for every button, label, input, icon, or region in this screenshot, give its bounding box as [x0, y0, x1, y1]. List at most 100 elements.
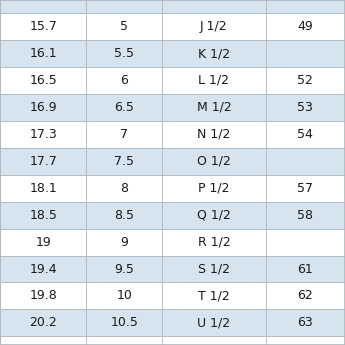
Text: 19.4: 19.4 — [29, 263, 57, 276]
Bar — [266, 0, 345, 13]
Bar — [86, 94, 162, 121]
Bar — [86, 309, 162, 336]
Bar — [162, 67, 266, 94]
Bar — [162, 13, 266, 40]
Text: R 1/2: R 1/2 — [198, 236, 230, 249]
Bar — [86, 283, 162, 309]
Text: 6: 6 — [120, 74, 128, 87]
Text: 5.5: 5.5 — [114, 47, 134, 60]
Bar — [162, 148, 266, 175]
Bar — [162, 0, 266, 13]
Bar — [266, 309, 345, 336]
Bar — [86, 148, 162, 175]
Bar — [0, 67, 86, 94]
Bar — [0, 148, 86, 175]
Bar — [86, 0, 162, 13]
Text: 16.9: 16.9 — [29, 101, 57, 114]
Bar — [0, 0, 86, 13]
Bar — [162, 121, 266, 148]
Text: 58: 58 — [297, 209, 313, 221]
Text: 16.1: 16.1 — [29, 47, 57, 60]
Text: 54: 54 — [297, 128, 313, 141]
Text: Q 1/2: Q 1/2 — [197, 209, 231, 221]
Text: 9.5: 9.5 — [114, 263, 134, 276]
Bar — [86, 175, 162, 202]
Text: 17.3: 17.3 — [29, 128, 57, 141]
Text: 20.2: 20.2 — [29, 316, 57, 329]
Text: N 1/2: N 1/2 — [197, 128, 230, 141]
Bar — [266, 336, 345, 345]
Bar — [86, 40, 162, 67]
Bar — [162, 202, 266, 229]
Bar — [0, 256, 86, 283]
Bar — [266, 13, 345, 40]
Bar — [86, 256, 162, 283]
Text: 15.7: 15.7 — [29, 20, 57, 33]
Text: 19: 19 — [35, 236, 51, 249]
Text: 10.5: 10.5 — [110, 316, 138, 329]
Bar — [86, 229, 162, 256]
Bar — [86, 121, 162, 148]
Bar — [0, 229, 86, 256]
Bar — [0, 13, 86, 40]
Bar — [266, 283, 345, 309]
Text: 17.7: 17.7 — [29, 155, 57, 168]
Bar — [266, 40, 345, 67]
Text: 8.5: 8.5 — [114, 209, 134, 221]
Text: O 1/2: O 1/2 — [197, 155, 231, 168]
Text: L 1/2: L 1/2 — [198, 74, 229, 87]
Bar — [162, 283, 266, 309]
Bar — [86, 202, 162, 229]
Text: P 1/2: P 1/2 — [198, 182, 230, 195]
Bar — [266, 94, 345, 121]
Bar — [266, 256, 345, 283]
Bar — [162, 309, 266, 336]
Bar — [0, 336, 86, 345]
Text: J 1/2: J 1/2 — [200, 20, 228, 33]
Bar — [0, 283, 86, 309]
Text: 49: 49 — [297, 20, 313, 33]
Bar — [86, 336, 162, 345]
Text: S 1/2: S 1/2 — [198, 263, 230, 276]
Text: 61: 61 — [297, 263, 313, 276]
Text: 18.1: 18.1 — [29, 182, 57, 195]
Bar — [162, 94, 266, 121]
Bar — [266, 229, 345, 256]
Text: 8: 8 — [120, 182, 128, 195]
Text: 6.5: 6.5 — [114, 101, 134, 114]
Text: M 1/2: M 1/2 — [197, 101, 231, 114]
Text: 62: 62 — [297, 289, 313, 303]
Text: T 1/2: T 1/2 — [198, 289, 230, 303]
Bar — [0, 121, 86, 148]
Text: 7.5: 7.5 — [114, 155, 134, 168]
Text: U 1/2: U 1/2 — [197, 316, 230, 329]
Bar — [162, 229, 266, 256]
Text: 16.5: 16.5 — [29, 74, 57, 87]
Bar — [266, 202, 345, 229]
Text: 9: 9 — [120, 236, 128, 249]
Bar — [162, 336, 266, 345]
Bar — [266, 175, 345, 202]
Bar — [86, 13, 162, 40]
Bar — [0, 175, 86, 202]
Bar — [266, 67, 345, 94]
Bar — [0, 40, 86, 67]
Bar — [0, 94, 86, 121]
Text: 57: 57 — [297, 182, 313, 195]
Text: 5: 5 — [120, 20, 128, 33]
Bar — [86, 67, 162, 94]
Text: 7: 7 — [120, 128, 128, 141]
Bar — [162, 40, 266, 67]
Bar — [0, 202, 86, 229]
Text: 18.5: 18.5 — [29, 209, 57, 221]
Text: K 1/2: K 1/2 — [198, 47, 230, 60]
Bar — [162, 175, 266, 202]
Text: 10: 10 — [116, 289, 132, 303]
Text: 19.8: 19.8 — [29, 289, 57, 303]
Text: 52: 52 — [297, 74, 313, 87]
Text: 63: 63 — [297, 316, 313, 329]
Bar — [0, 309, 86, 336]
Bar — [162, 256, 266, 283]
Bar — [266, 121, 345, 148]
Bar — [266, 148, 345, 175]
